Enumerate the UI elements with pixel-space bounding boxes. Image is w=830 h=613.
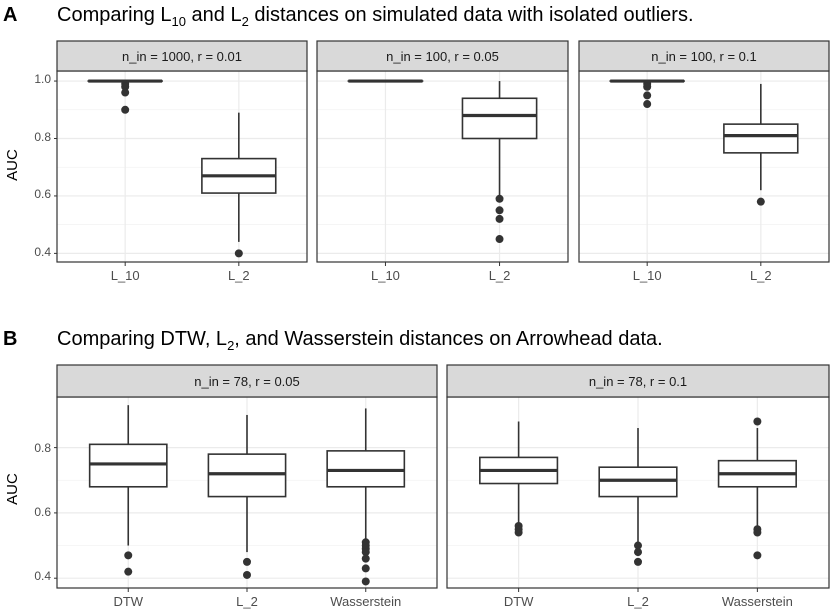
facet-strip-label: n_in = 78, r = 0.1 (589, 374, 687, 389)
y-tick-label: 0.4 (34, 569, 51, 583)
facet-panel: DTW L_2 Wasserstein n_in = 78, r = 0.1 (446, 364, 830, 609)
outlier-point (634, 557, 642, 566)
outlier-point (243, 570, 251, 579)
outlier-point (495, 214, 504, 223)
x-tick-label: L_2 (489, 268, 511, 283)
box-Wasserstein (717, 417, 797, 560)
x-tick-label: Wasserstein (330, 594, 401, 609)
outlier-point (643, 91, 652, 100)
panel-a-title-subscript: 10 (172, 14, 186, 29)
outlier-point (124, 551, 133, 560)
x-tick-label: L_10 (633, 268, 662, 283)
outlier-point (756, 197, 765, 206)
outlier-point (243, 557, 251, 566)
y-tick-label: 0.6 (34, 505, 51, 519)
box-iqr (326, 450, 406, 488)
box-iqr (598, 466, 678, 498)
panel-background (579, 71, 829, 262)
outlier-point (361, 577, 370, 586)
y-tick-label: 0.8 (34, 130, 51, 144)
facet-strip-label: n_in = 78, r = 0.05 (194, 374, 300, 389)
outlier-point (121, 82, 130, 91)
box-iqr (461, 97, 538, 140)
box-L_2 (201, 112, 277, 258)
facet-strip (316, 40, 569, 72)
facet-strip-label: n_in = 100, r = 0.1 (651, 49, 757, 64)
facet-strip (578, 40, 830, 72)
x-tick-label: Wasserstein (722, 594, 793, 609)
x-tick-label: L_2 (228, 268, 250, 283)
y-tick-label: 0.6 (34, 187, 51, 201)
panel-b-letter: B (3, 328, 17, 350)
outlier-point (121, 105, 130, 114)
y-tick-label: 0.4 (34, 245, 51, 259)
facet-panel: L_10 L_2 n_in = 100, r = 0.1 (578, 40, 830, 283)
outlier-point (121, 88, 130, 97)
y-tick-label: 1.0 (34, 72, 51, 86)
box-L_2 (461, 81, 538, 244)
box-L_2 (207, 414, 287, 579)
panel-a-title-subscript: 2 (242, 14, 249, 29)
outlier-point (634, 541, 642, 550)
panel-b-title-subscript: 2 (227, 338, 234, 353)
facet-strip (446, 364, 830, 398)
panel-a-y-ticks: 0.4 0.6 0.8 1.0 (34, 72, 51, 259)
panel-a-y-axis-title: AUC (4, 149, 21, 181)
panel-a-title-part: distances on simulated data with isolate… (249, 4, 694, 26)
x-tick-label: DTW (113, 594, 143, 609)
outlier-point (495, 206, 504, 215)
outlier-point (643, 100, 652, 109)
box-Wasserstein (326, 408, 406, 586)
panel-b-y-ticks: 0.4 0.6 0.8 (34, 441, 51, 583)
box-iqr (723, 123, 799, 154)
panel-b-title: Comparing DTW, L2, and Wasserstein dista… (57, 328, 663, 353)
panel-a-title-part: and L (186, 4, 242, 26)
outlier-point (495, 235, 504, 244)
box-DTW (88, 405, 168, 576)
outlier-point (361, 554, 370, 563)
box-iqr (88, 443, 168, 488)
outlier-point (753, 551, 762, 560)
outlier-point (514, 528, 523, 537)
facet-panel: DTW L_2 Wasserstein n_in = 78, r = 0.05 (54, 364, 438, 609)
box-L_10 (609, 79, 685, 109)
panel-a-title: Comparing L10 and L2 distances on simula… (57, 4, 694, 29)
outlier-point (361, 564, 370, 573)
outlier-point (634, 548, 642, 557)
box-L_2 (598, 428, 678, 566)
outlier-point (753, 417, 762, 426)
x-tick-label: L_10 (111, 268, 140, 283)
panel-b-title-part: , and Wasserstein distances on Arrowhead… (234, 328, 662, 350)
facet-strip (56, 364, 438, 398)
outlier-point (361, 548, 370, 557)
box-L_2 (723, 83, 799, 206)
facet-strip (56, 40, 308, 72)
facet-strip-label: n_in = 1000, r = 0.01 (122, 49, 242, 64)
outlier-point (234, 249, 243, 258)
y-tick-label: 0.8 (34, 441, 51, 455)
facet-panel: L_10 L_2 n_in = 1000, r = 0.01 (54, 40, 308, 283)
box-L_10 (87, 79, 163, 114)
outlier-point (495, 194, 504, 203)
box-DTW (479, 421, 559, 537)
facet-strip-label: n_in = 100, r = 0.05 (386, 49, 499, 64)
outlier-point (753, 528, 762, 537)
outlier-point (124, 567, 133, 576)
x-tick-label: L_10 (371, 268, 400, 283)
x-tick-label: L_2 (750, 268, 772, 283)
box-iqr (207, 453, 287, 498)
panel-b-y-axis-title: AUC (4, 473, 21, 505)
facet-panels: L_10 L_2 n_in = 1000, r = 0.01 L_10 L_2 n_in … (54, 40, 830, 609)
panel-b-title-part: Comparing DTW, L (57, 328, 227, 350)
panel-a-title-part: Comparing L (57, 4, 172, 26)
panel-a-letter: A (3, 4, 17, 26)
x-tick-label: DTW (504, 594, 534, 609)
x-tick-label: L_2 (236, 594, 258, 609)
facet-panel: L_10 L_2 n_in = 100, r = 0.05 (316, 40, 569, 283)
outlier-point (643, 82, 652, 91)
x-tick-label: L_2 (627, 594, 649, 609)
